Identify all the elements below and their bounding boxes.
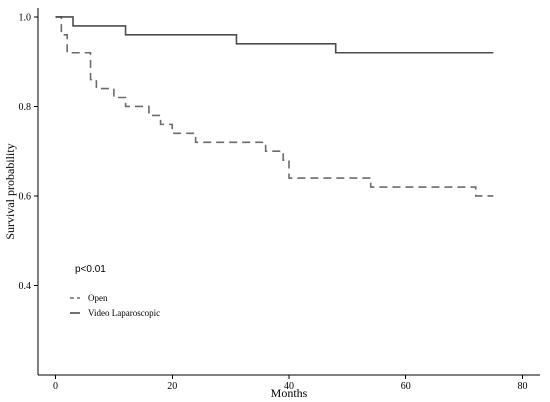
legend-label: Open: [88, 293, 108, 303]
x-tick-label: 80: [517, 381, 527, 392]
series-line-open: [55, 16, 494, 197]
legend: Open Video Laparoscopic: [70, 293, 160, 318]
x-axis-title: Months: [271, 386, 308, 400]
x-tick-label: 20: [167, 381, 177, 392]
axes: 0 20 40 60 80 0.4 0.6 0.8 1.0: [19, 8, 540, 392]
y-tick-label: 1.0: [19, 12, 32, 23]
y-tick-label: 0.4: [19, 281, 32, 292]
y-tick-label: 0.6: [19, 191, 32, 202]
series-line-video-laparoscopic: [55, 16, 494, 54]
x-tick-label: 0: [53, 381, 58, 392]
y-tick-label: 0.8: [19, 102, 32, 113]
x-tick-label: 60: [401, 381, 411, 392]
x-tick-label: 40: [284, 381, 294, 392]
y-axis-title: Survival probability: [3, 143, 17, 239]
p-value-annotation: p<0.01: [75, 264, 106, 275]
legend-label: Video Laparoscopic: [88, 308, 160, 318]
series-layer: [55, 16, 494, 197]
